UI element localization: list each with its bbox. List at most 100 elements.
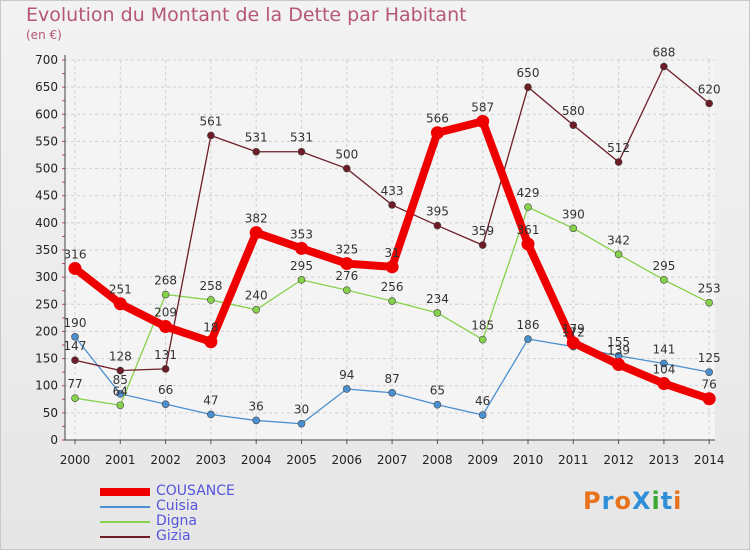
data-point-cousance [702, 392, 716, 406]
data-point-cuisia [342, 385, 351, 393]
y-tick-label: 200 [35, 324, 58, 338]
data-point-cousance [430, 126, 444, 140]
chart-title: Evolution du Montant de la Dette par Hab… [26, 4, 467, 26]
x-tick-label: 2000 [60, 453, 91, 467]
data-point-cuisia [433, 400, 442, 409]
data-label-cuisia: 141 [652, 342, 675, 356]
data-label-digna: 77 [67, 377, 82, 391]
y-tick-label: 500 [35, 162, 58, 176]
x-tick-label: 2005 [286, 453, 317, 467]
data-label-cuisia: 30 [294, 403, 309, 417]
legend-label: Digna [156, 513, 198, 529]
data-point-gizia [252, 147, 261, 156]
data-label-gizia: 128 [109, 350, 132, 364]
data-label-cuisia: 190 [64, 316, 87, 330]
data-label-digna: 64 [113, 384, 128, 398]
data-label-digna: 253 [698, 282, 721, 296]
data-label-cousance: 104 [652, 363, 675, 377]
x-tick-label: 2012 [603, 453, 634, 467]
data-label-digna: 234 [426, 292, 449, 306]
data-point-digna [342, 286, 351, 294]
data-point-digna [161, 290, 170, 299]
y-tick-label: 700 [35, 53, 58, 67]
legend-label: COUSANCE [156, 483, 235, 499]
data-point-cuisia [524, 335, 532, 343]
data-label-gizia: 561 [199, 114, 222, 128]
legend-swatch [100, 488, 150, 496]
data-point-digna [524, 203, 532, 211]
data-label-cousance: 76 [702, 378, 717, 392]
data-label-cuisia: 36 [249, 399, 264, 413]
data-point-cousance [476, 114, 490, 128]
x-tick-label: 2014 [694, 453, 725, 467]
data-point-gizia [478, 241, 487, 249]
data-label-gizia: 531 [290, 131, 313, 145]
x-tick-label: 2001 [105, 453, 136, 467]
data-label-cuisia: 94 [339, 368, 354, 382]
data-label-gizia: 147 [64, 339, 87, 353]
data-point-gizia [569, 121, 578, 129]
data-label-cuisia: 46 [475, 394, 490, 408]
data-label-cuisia: 47 [203, 393, 218, 407]
data-label-digna: 390 [562, 207, 585, 221]
data-label-digna: 295 [652, 259, 675, 273]
data-label-digna: 256 [381, 280, 404, 294]
data-point-cuisia [660, 359, 668, 368]
data-label-digna: 268 [154, 274, 177, 288]
data-point-gizia [388, 201, 396, 209]
legend-label: Cuisia [156, 498, 199, 514]
x-tick-label: 2004 [241, 453, 272, 467]
chart-unit-label: (en €) [26, 28, 62, 42]
y-tick-label: 100 [35, 379, 58, 393]
data-label-cousance: 179 [562, 322, 585, 336]
data-point-cuisia [388, 388, 396, 397]
data-point-digna [116, 401, 125, 410]
data-label-digna: 258 [199, 279, 222, 293]
data-label-cuisia: 87 [384, 372, 399, 386]
data-point-gizia [116, 366, 125, 375]
data-point-cuisia [705, 368, 714, 376]
data-point-digna [207, 296, 215, 304]
data-point-gizia [207, 131, 215, 140]
legend-swatch [100, 536, 150, 538]
data-label-cuisia: 125 [698, 351, 721, 365]
data-label-digna: 295 [290, 259, 313, 273]
data-point-digna [71, 394, 79, 403]
data-point-gizia [614, 158, 623, 166]
data-point-digna [478, 335, 487, 344]
data-label-gizia: 359 [471, 224, 494, 238]
data-point-cuisia [71, 333, 79, 341]
data-point-cousance [159, 320, 173, 334]
data-label-gizia: 650 [517, 66, 540, 80]
y-tick-label: 0 [50, 433, 58, 447]
y-tick-label: 350 [35, 243, 58, 257]
y-tick-label: 550 [35, 134, 58, 148]
data-point-gizia [71, 356, 79, 365]
x-tick-label: 2009 [467, 453, 498, 467]
data-point-gizia [660, 62, 668, 71]
data-label-gizia: 531 [245, 131, 268, 145]
data-point-cousance [612, 358, 626, 372]
data-label-cousance: 353 [290, 227, 313, 241]
data-point-cousance [340, 257, 354, 271]
data-label-cousance: 382 [245, 212, 268, 226]
data-point-digna [388, 297, 396, 305]
data-label-cousance: 251 [109, 283, 132, 297]
data-label-gizia: 620 [698, 82, 721, 96]
data-point-digna [705, 298, 714, 307]
data-label-gizia: 433 [381, 184, 404, 198]
x-tick-label: 2011 [558, 453, 589, 467]
data-label-cuisia: 172 [562, 326, 585, 340]
data-label-cousance: 566 [426, 112, 449, 126]
data-point-cousance [249, 226, 263, 240]
y-tick-label: 250 [35, 297, 58, 311]
y-tick-label: 450 [35, 189, 58, 203]
y-tick-label: 400 [35, 216, 58, 230]
data-point-gizia [705, 99, 714, 108]
data-point-digna [569, 224, 578, 233]
chart-axes: 0 50 100 150 200 250 300 350 400 450 500 550 600 650 7… [35, 53, 724, 467]
data-point-cousance [566, 336, 580, 350]
data-point-cuisia [116, 390, 125, 398]
data-label-gizia: 688 [652, 46, 675, 60]
